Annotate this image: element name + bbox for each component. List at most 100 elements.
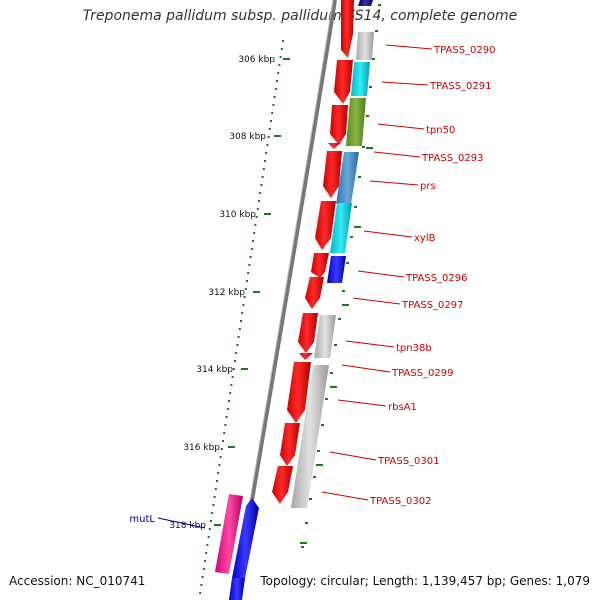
cds-feature[interactable] [311, 253, 329, 278]
gc-dot [321, 424, 324, 426]
gene-feature-blue[interactable] [229, 578, 245, 600]
gene-feature-grey[interactable] [356, 32, 374, 60]
gene-feature-blue[interactable] [327, 256, 346, 283]
minor-tick [210, 520, 212, 522]
cds-feature[interactable] [341, 0, 354, 58]
gene-feature-olive[interactable] [346, 98, 366, 146]
cds-feature[interactable] [280, 423, 300, 466]
gene-feature-grey[interactable] [291, 365, 329, 508]
gene-label[interactable]: TPASS_0296 [405, 273, 467, 284]
scale-labels: 306 kbp 308 kbp 310 kbp 312 kbp 314 kbp 316 k… [169, 55, 275, 531]
minor-tick [212, 504, 215, 506]
gene-label[interactable]: TPASS_0290 [433, 45, 495, 56]
scale-label: 308 kbp [229, 132, 266, 142]
label-leader-line [373, 151, 421, 158]
gene-label[interactable]: mutL [129, 514, 155, 525]
gene-label[interactable]: TPASS_0293 [421, 153, 483, 164]
minor-tick [259, 192, 262, 194]
cds-feature[interactable] [287, 362, 311, 423]
minor-tick [274, 88, 277, 90]
label-leader-line [377, 123, 425, 130]
gc-dot [301, 546, 304, 548]
minor-tick [258, 200, 260, 202]
gene-feature-steel[interactable] [336, 152, 359, 204]
gc-dash [366, 147, 373, 149]
gene-label[interactable]: tpn50 [426, 125, 455, 136]
gc-dot [369, 86, 372, 88]
major-tick [274, 135, 281, 137]
gc-dot [334, 344, 337, 346]
minor-tick [280, 48, 283, 50]
minor-tick [231, 376, 234, 378]
minor-tick [224, 424, 227, 426]
label-leader-line [369, 180, 419, 186]
cds-feature[interactable] [315, 201, 336, 250]
gene-feature-pink[interactable] [215, 494, 243, 574]
gc-dash [316, 464, 323, 466]
gc-dot [375, 30, 378, 32]
gene-feature-grey[interactable] [314, 315, 336, 358]
gene-feature-cyan[interactable] [330, 203, 352, 253]
gc-dot [346, 262, 349, 264]
gene-feature-navy[interactable] [358, 0, 373, 6]
scale-label: 306 kbp [238, 55, 275, 65]
minor-tick [208, 528, 211, 530]
cds-feature[interactable] [330, 105, 348, 145]
gc-dot [342, 290, 345, 292]
minor-tick [220, 448, 223, 450]
gene-label[interactable]: TPASS_0297 [401, 300, 463, 311]
cds-feature[interactable] [272, 466, 293, 504]
gene-feature-cyan[interactable] [351, 62, 370, 96]
gc-dot [372, 58, 375, 60]
minor-tick [214, 488, 217, 490]
gene-label[interactable]: TPASS_0291 [429, 81, 491, 92]
minor-tick [223, 432, 226, 434]
gene-feature-blue[interactable] [232, 498, 259, 578]
gene-label[interactable]: xylB [414, 233, 436, 244]
gene-label[interactable]: TPASS_0299 [391, 368, 453, 379]
minor-tick [248, 264, 251, 266]
cds-feature[interactable] [298, 313, 318, 353]
minor-tick [234, 360, 236, 362]
minor-tick [249, 256, 252, 258]
colored-gene-track [215, 0, 374, 600]
map-title: Treponema pallidum subsp. pallidum SS14,… [82, 8, 518, 24]
minor-tick [200, 584, 203, 586]
major-tick [283, 58, 290, 60]
gc-dot [325, 398, 328, 400]
gc-dot [358, 176, 361, 178]
minor-tick [276, 80, 278, 82]
cds-feature[interactable] [328, 143, 340, 149]
label-leader-line [363, 230, 413, 238]
scale-tick-track [199, 40, 290, 594]
minor-tick [202, 568, 205, 570]
minor-tick [261, 176, 264, 178]
cds-feature[interactable] [323, 151, 342, 198]
minor-tick [201, 576, 204, 578]
minor-tick [267, 136, 270, 138]
minor-tick [268, 128, 271, 130]
minor-tick [218, 464, 221, 466]
cds-feature[interactable] [305, 277, 324, 309]
gc-dot [313, 476, 316, 478]
minor-tick [266, 144, 269, 146]
genome-backbone-highlight [232, 0, 334, 600]
gene-label[interactable]: rbsA1 [388, 402, 417, 413]
cds-feature[interactable] [334, 60, 353, 104]
minor-tick [237, 336, 240, 338]
minor-tick [260, 184, 263, 186]
minor-tick [247, 272, 250, 274]
gene-label[interactable]: tpn38b [396, 343, 432, 354]
gene-label[interactable]: prs [420, 181, 436, 192]
gene-label[interactable]: TPASS_0302 [369, 496, 431, 507]
minor-tick [213, 496, 216, 498]
minor-tick [252, 240, 254, 242]
minor-tick [205, 552, 208, 554]
major-tick [214, 524, 221, 526]
minor-tick [264, 160, 266, 162]
cds-feature[interactable] [299, 353, 313, 360]
gc-dash [354, 226, 361, 228]
genome-summary-label: Topology: circular; Length: 1,139,457 bp… [260, 574, 590, 588]
gene-label[interactable]: TPASS_0301 [377, 456, 439, 467]
